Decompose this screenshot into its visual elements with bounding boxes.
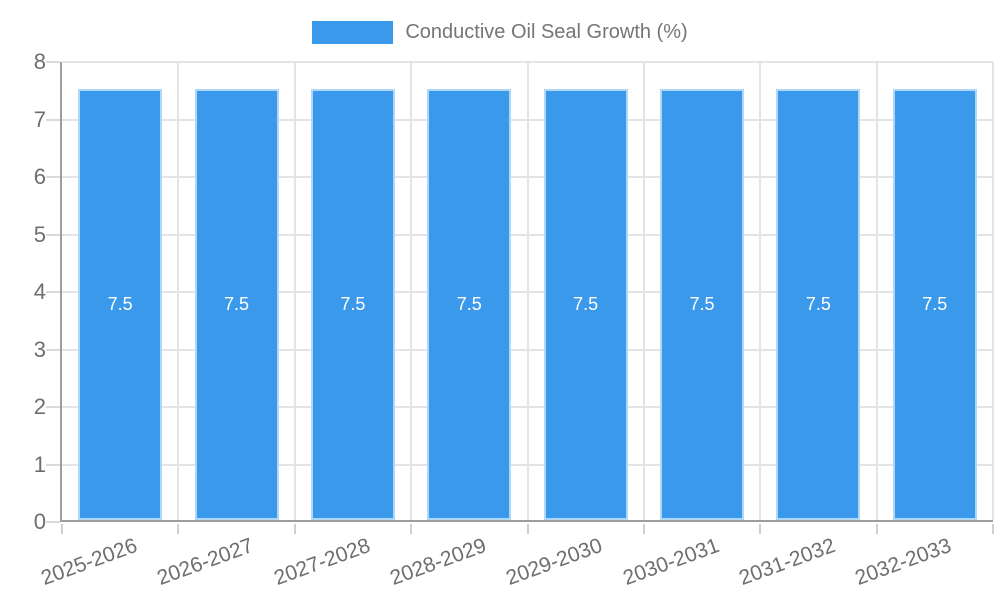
x-tick-mark: [759, 524, 762, 534]
bar-value-label: 7.5: [573, 294, 599, 315]
x-tick-label: 2030-2031: [619, 534, 722, 590]
bar-value-label: 7.5: [922, 294, 948, 315]
bar-value-label: 7.5: [456, 294, 482, 315]
x-gridline: [992, 62, 994, 520]
x-tick-label: 2032-2033: [852, 534, 955, 590]
x-tick-label: 2026-2027: [154, 534, 257, 590]
legend[interactable]: Conductive Oil Seal Growth (%): [0, 19, 1000, 45]
x-tick-mark: [992, 524, 994, 534]
bar[interactable]: 7.5: [892, 88, 977, 520]
x-gridline: [293, 62, 296, 520]
bar-value-label: 7.5: [689, 294, 715, 315]
y-tick-mark: [46, 176, 60, 178]
x-tick-label: 2029-2030: [503, 534, 606, 590]
x-tick-mark: [526, 524, 529, 534]
x-gridline: [875, 62, 878, 520]
y-tick-label: 0: [33, 509, 46, 534]
x-tick-label: 2028-2029: [386, 534, 490, 590]
x-tick-label: 2027-2028: [270, 534, 373, 590]
x-gridline: [759, 62, 762, 520]
y-tick-label: 1: [33, 451, 46, 477]
bar[interactable]: 7.5: [310, 88, 395, 520]
y-tick-mark: [46, 463, 60, 466]
bar[interactable]: 7.5: [427, 88, 512, 520]
x-tick-label: 2025-2026: [37, 534, 141, 590]
y-tick-mark: [46, 348, 60, 351]
x-tick-mark: [293, 524, 296, 534]
bar[interactable]: 7.5: [776, 88, 861, 520]
bar-value-label: 7.5: [107, 294, 133, 315]
bar-value-label: 7.5: [340, 294, 366, 315]
legend-swatch: [312, 20, 394, 44]
y-tick-mark: [46, 521, 60, 523]
bar-value-label: 7.5: [224, 294, 250, 315]
y-tick-label: 6: [33, 164, 46, 189]
bar[interactable]: 7.5: [543, 88, 628, 520]
y-tick-label: 3: [33, 336, 46, 362]
bar[interactable]: 7.5: [78, 88, 163, 520]
x-tick-mark: [642, 524, 645, 534]
x-tick-mark: [61, 524, 63, 534]
x-tick-label: 2031-2032: [736, 534, 839, 590]
x-gridline: [410, 62, 413, 520]
legend-label: Conductive Oil Seal Growth (%): [405, 20, 688, 43]
x-tick-mark: [410, 524, 413, 534]
x-gridline: [642, 62, 645, 520]
x-gridline: [526, 62, 529, 520]
y-tick-mark: [46, 291, 60, 293]
x-tick-mark: [177, 524, 180, 534]
y-tick-mark: [46, 406, 60, 408]
bar-value-label: 7.5: [805, 294, 831, 315]
y-tick-mark: [46, 233, 60, 236]
y-tick-label: 4: [33, 279, 46, 304]
y-tick-label: 2: [33, 394, 46, 419]
x-tick-mark: [875, 524, 878, 534]
y-tick-mark: [46, 118, 60, 121]
y-tick-label: 5: [33, 221, 46, 247]
y-tick-label: 7: [33, 106, 46, 132]
plot-area: 7.5 7.5 7.5 7.5 7.5 7.5 7.5 7.5: [60, 61, 994, 522]
x-gridline: [177, 62, 180, 520]
bar[interactable]: 7.5: [194, 88, 279, 520]
y-tick-label: 8: [33, 49, 46, 74]
bar[interactable]: 7.5: [660, 88, 745, 520]
y-tick-mark: [46, 61, 60, 63]
